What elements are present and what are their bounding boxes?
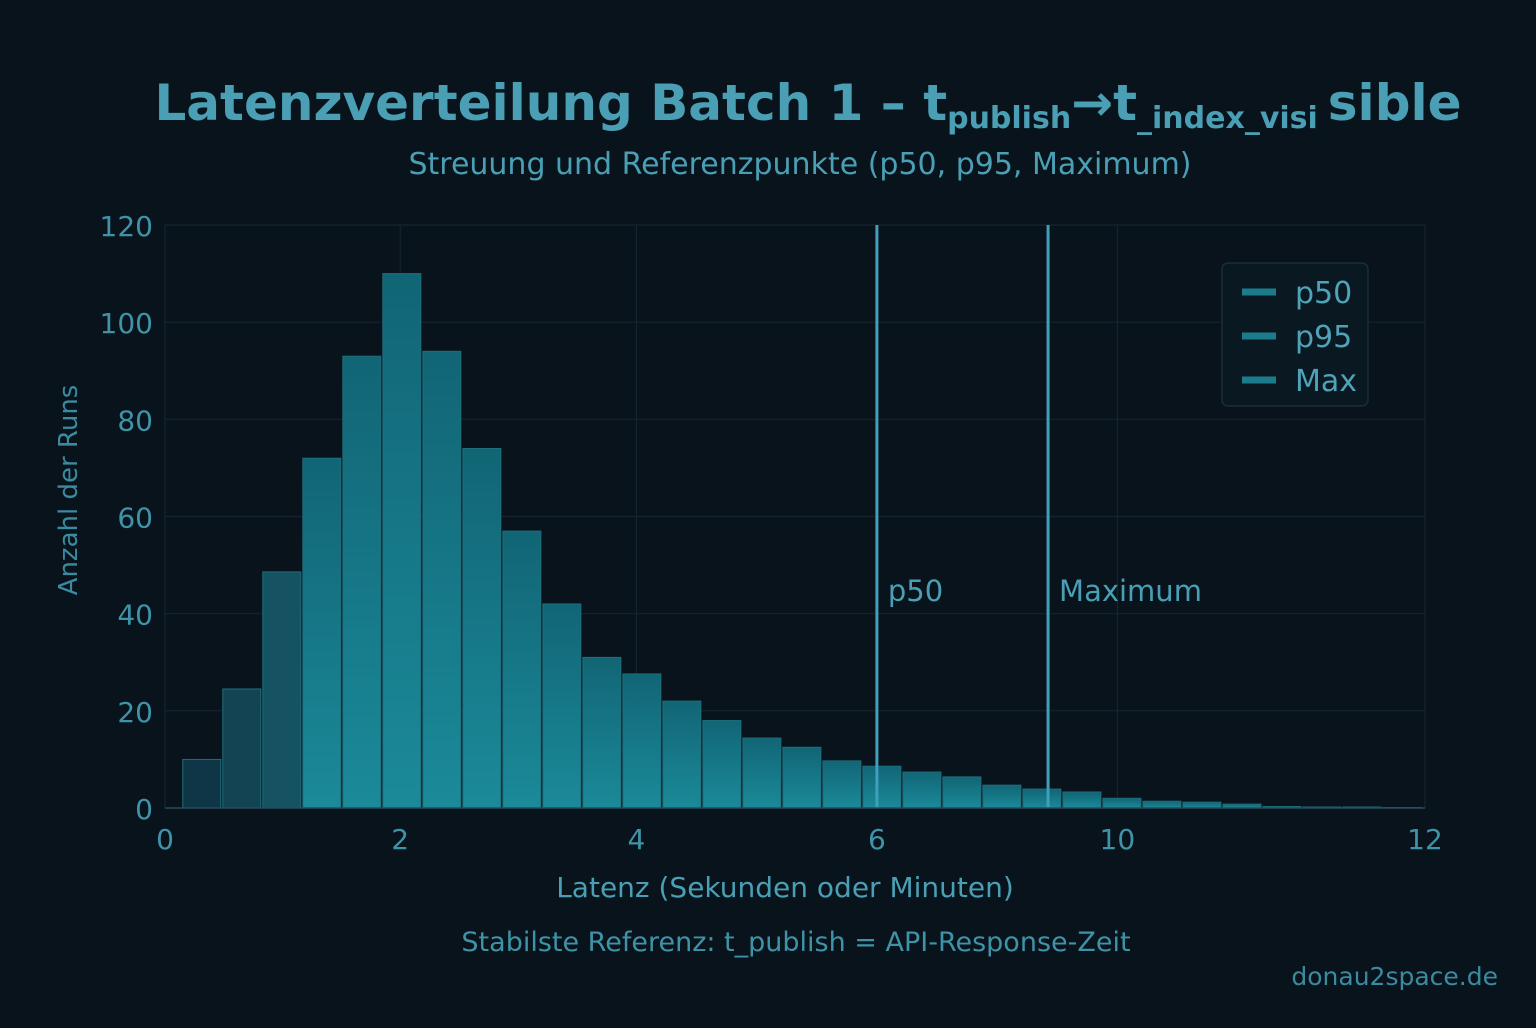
- y-tick-label: 60: [117, 502, 153, 535]
- histogram-bar: [863, 766, 901, 808]
- y-tick-label: 40: [117, 599, 153, 632]
- histogram-bar: [623, 674, 661, 808]
- chart-subtitle: Streuung und Referenzpunkte (p50, p95, M…: [408, 147, 1191, 182]
- y-axis-label: Anzahl der Runs: [54, 385, 84, 596]
- histogram-bar: [903, 772, 941, 808]
- histogram-bar: [183, 759, 221, 808]
- y-tick-label: 80: [117, 404, 153, 437]
- histogram-bar: [703, 721, 741, 808]
- x-axis-label: Latenz (Sekunden oder Minuten): [556, 871, 1014, 904]
- histogram-bar: [783, 747, 821, 808]
- title-arrow: →: [1071, 74, 1113, 132]
- histogram-bar: [1103, 798, 1141, 808]
- y-tick-label: 0: [135, 793, 153, 826]
- title-mid: t: [1113, 74, 1137, 132]
- x-tick-label: 4: [628, 823, 646, 856]
- histogram-bar: [303, 458, 341, 808]
- histogram-bar: [223, 689, 261, 808]
- x-tick-label: 0: [156, 823, 174, 856]
- y-tick-label: 20: [117, 696, 153, 729]
- histogram-bar: [503, 531, 541, 808]
- x-tick-label: 12: [1407, 823, 1443, 856]
- histogram-bar: [423, 351, 461, 808]
- y-tick-label: 120: [100, 210, 153, 243]
- legend: p50 p95 Max: [1222, 263, 1368, 406]
- histogram-bar: [1183, 802, 1221, 808]
- x-tick-label: 2: [391, 823, 409, 856]
- histogram-bar: [823, 761, 861, 808]
- reference-label-maximum: Maximum: [1059, 574, 1202, 608]
- footer-note: Stabilste Referenz: t_publish = API-Resp…: [461, 927, 1130, 958]
- histogram-bar: [663, 701, 701, 808]
- histogram-bar: [983, 785, 1021, 808]
- title-tail: sible: [1328, 74, 1462, 132]
- histogram-bar: [383, 274, 421, 808]
- y-tick-label: 100: [100, 307, 153, 340]
- legend-label: p95: [1295, 320, 1352, 355]
- histogram-bar: [743, 738, 781, 808]
- x-tick-label: 10: [1100, 823, 1136, 856]
- reference-label-p50: p50: [888, 574, 943, 608]
- histogram-bar: [1143, 801, 1181, 808]
- histogram-bar: [583, 657, 621, 808]
- histogram-bar: [543, 604, 581, 808]
- x-tick-label: 6: [868, 823, 886, 856]
- watermark: donau2space.de: [1291, 962, 1498, 991]
- histogram-bar: [1023, 789, 1061, 808]
- title-sub2: _index_visi: [1137, 101, 1318, 136]
- histogram-bar: [343, 356, 381, 808]
- histogram-bar: [1063, 792, 1101, 808]
- histogram-bar: [943, 777, 981, 808]
- histogram-bar: [463, 448, 501, 808]
- histogram-bar: [263, 572, 301, 808]
- title-sub1: publish: [947, 101, 1071, 136]
- title-main: Latenzverteilung Batch 1 – t: [154, 74, 947, 132]
- legend-label: Max: [1295, 364, 1357, 399]
- legend-label: p50: [1295, 276, 1352, 311]
